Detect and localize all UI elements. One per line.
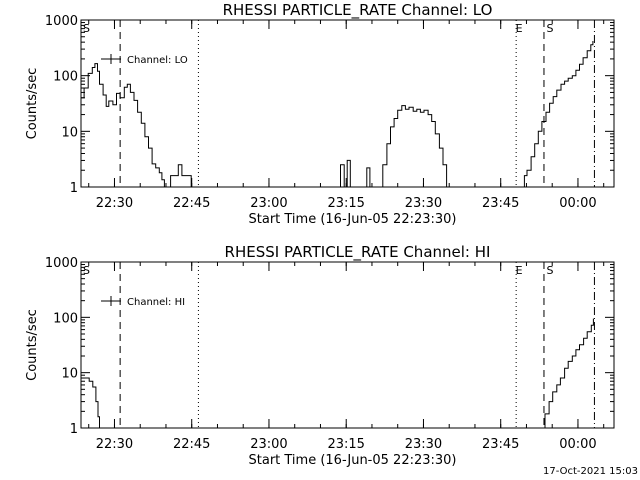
x-tick-label: 23:15 bbox=[327, 437, 364, 452]
data-series-line bbox=[81, 63, 165, 187]
x-tick-label: 23:45 bbox=[482, 437, 519, 452]
marker-label: E bbox=[516, 264, 523, 277]
x-axis-label: Start Time (16-Jun-05 22:23:30) bbox=[249, 453, 457, 468]
legend-label: Channel: HI bbox=[127, 297, 185, 308]
marker-label: S bbox=[547, 22, 554, 35]
x-tick-label: 22:30 bbox=[96, 196, 133, 211]
data-series-line bbox=[339, 159, 351, 188]
marker-label: S bbox=[83, 22, 90, 35]
x-tick-label: 00:00 bbox=[559, 196, 596, 211]
marker-label: S bbox=[547, 264, 554, 277]
legend-label: Channel: LO bbox=[127, 55, 188, 66]
x-tick-label: 23:45 bbox=[482, 196, 519, 211]
data-series-line bbox=[542, 318, 594, 429]
plot-frame bbox=[80, 261, 615, 429]
y-tick-label: 10 bbox=[61, 125, 78, 140]
y-tick-label: 1 bbox=[70, 181, 78, 196]
y-tick-label: 10 bbox=[61, 367, 78, 382]
x-tick-label: 22:45 bbox=[173, 437, 210, 452]
x-axis-label: Start Time (16-Jun-05 22:23:30) bbox=[249, 212, 457, 227]
x-tick-label: 00:00 bbox=[559, 437, 596, 452]
marker-label: E bbox=[516, 22, 523, 35]
y-axis-label: Counts/sec bbox=[25, 68, 40, 140]
y-tick-label: 1 bbox=[70, 422, 78, 437]
data-series-line bbox=[81, 377, 100, 428]
x-tick-label: 23:30 bbox=[405, 196, 442, 211]
x-tick-label: 23:00 bbox=[250, 437, 287, 452]
data-series-line bbox=[379, 105, 448, 188]
y-tick-label: 1000 bbox=[45, 256, 78, 271]
x-tick-label: 23:30 bbox=[405, 437, 442, 452]
data-series-line bbox=[520, 41, 594, 188]
y-tick-label: 100 bbox=[53, 70, 78, 85]
footer-date: 17-Oct-2021 15:03 bbox=[543, 466, 638, 477]
marker-label: S bbox=[83, 264, 90, 277]
y-tick-label: 100 bbox=[53, 311, 78, 326]
chart-panel-hi: RHESSI PARTICLE_RATE Channel: HI Counts/s… bbox=[25, 243, 615, 468]
chart-title: RHESSI PARTICLE_RATE Channel: HI bbox=[225, 243, 491, 262]
x-tick-label: 23:15 bbox=[327, 196, 364, 211]
x-tick-label: 22:45 bbox=[173, 196, 210, 211]
data-series-line bbox=[364, 167, 371, 188]
x-tick-label: 22:30 bbox=[96, 437, 133, 452]
data-series-line bbox=[170, 164, 192, 188]
y-tick-label: 1000 bbox=[45, 14, 78, 29]
y-axis-label: Counts/sec bbox=[25, 309, 40, 381]
x-tick-label: 23:00 bbox=[250, 196, 287, 211]
chart-title: RHESSI PARTICLE_RATE Channel: LO bbox=[223, 1, 493, 20]
chart-panel-lo: RHESSI PARTICLE_RATE Channel: LO Counts/s… bbox=[25, 1, 615, 227]
